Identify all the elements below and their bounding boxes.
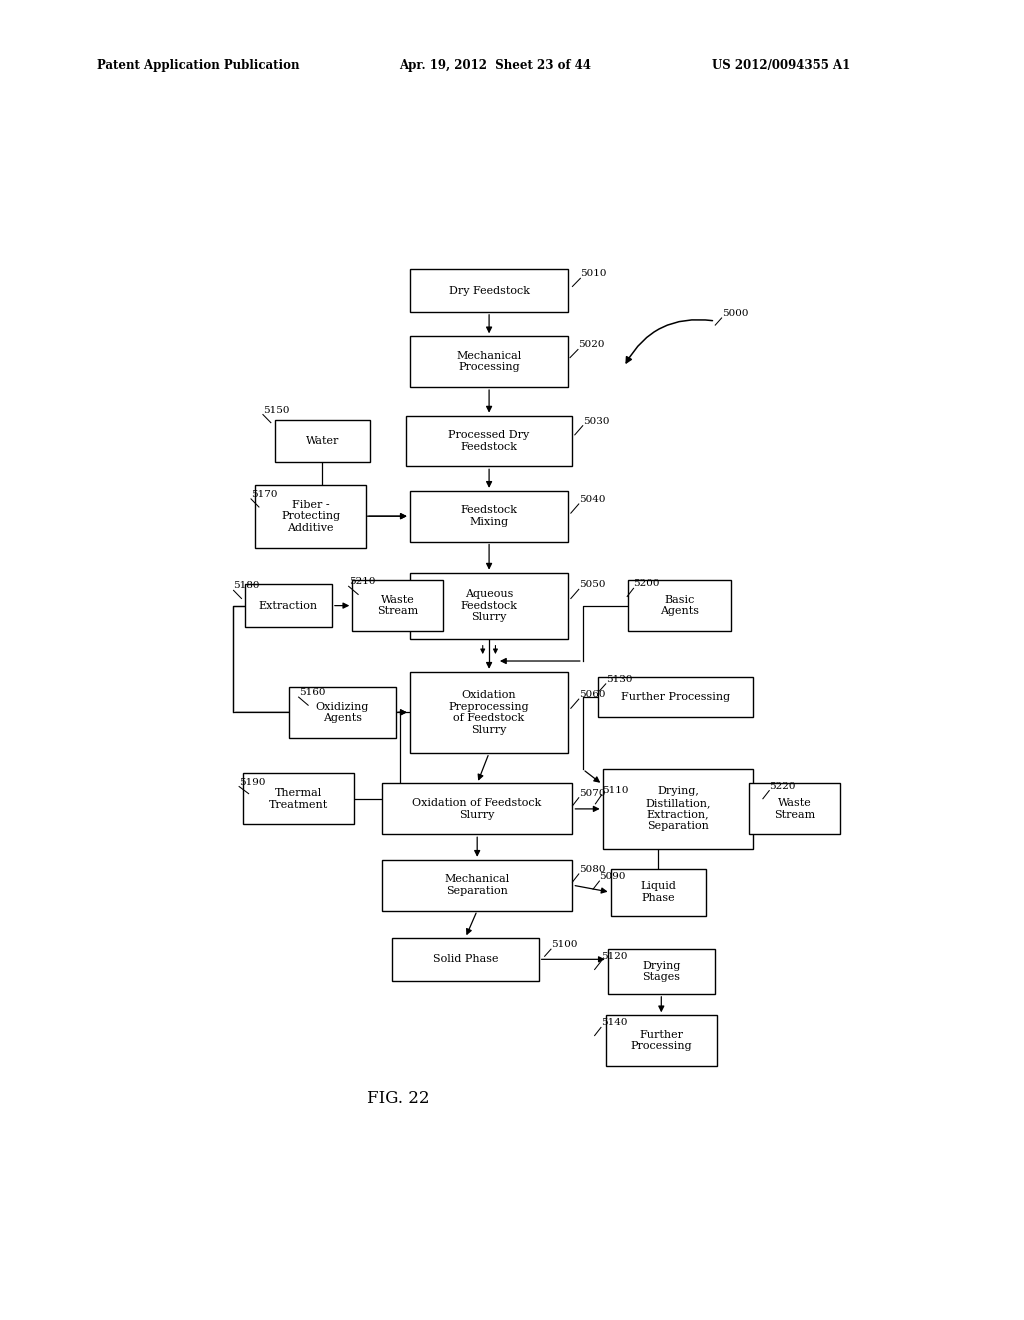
Text: 5190: 5190 bbox=[240, 777, 265, 787]
Text: 5170: 5170 bbox=[251, 490, 278, 499]
Text: Extraction: Extraction bbox=[259, 601, 317, 611]
FancyBboxPatch shape bbox=[243, 774, 354, 824]
FancyBboxPatch shape bbox=[406, 416, 572, 466]
Text: Oxidation
Preprocessing
of Feedstock
Slurry: Oxidation Preprocessing of Feedstock Slu… bbox=[449, 690, 529, 735]
Text: 5120: 5120 bbox=[601, 952, 628, 961]
FancyBboxPatch shape bbox=[410, 573, 568, 639]
FancyBboxPatch shape bbox=[382, 859, 572, 911]
FancyBboxPatch shape bbox=[602, 770, 754, 849]
Text: 5050: 5050 bbox=[579, 581, 605, 589]
Text: 5210: 5210 bbox=[348, 577, 375, 586]
Text: 5130: 5130 bbox=[606, 675, 632, 684]
Text: Liquid
Phase: Liquid Phase bbox=[640, 882, 676, 903]
Text: Mechanical
Separation: Mechanical Separation bbox=[444, 874, 510, 896]
Text: 5110: 5110 bbox=[602, 785, 629, 795]
Text: 5000: 5000 bbox=[722, 309, 749, 318]
FancyBboxPatch shape bbox=[255, 484, 367, 548]
Text: 5040: 5040 bbox=[579, 495, 605, 504]
Text: 5160: 5160 bbox=[299, 688, 326, 697]
Text: 5080: 5080 bbox=[579, 865, 605, 874]
FancyBboxPatch shape bbox=[410, 491, 568, 541]
Text: Drying
Stages: Drying Stages bbox=[642, 961, 681, 982]
Text: 5090: 5090 bbox=[599, 873, 626, 880]
Text: FIG. 22: FIG. 22 bbox=[367, 1090, 429, 1107]
Text: Feedstock
Mixing: Feedstock Mixing bbox=[461, 506, 517, 527]
FancyBboxPatch shape bbox=[245, 585, 332, 627]
Text: 5060: 5060 bbox=[579, 690, 605, 700]
Text: Patent Application Publication: Patent Application Publication bbox=[97, 59, 300, 73]
FancyBboxPatch shape bbox=[607, 949, 715, 994]
Text: Aqueous
Feedstock
Slurry: Aqueous Feedstock Slurry bbox=[461, 589, 517, 622]
Text: 5200: 5200 bbox=[634, 579, 660, 589]
Text: Water: Water bbox=[306, 436, 339, 446]
Text: Processed Dry
Feedstock: Processed Dry Feedstock bbox=[449, 430, 529, 451]
FancyBboxPatch shape bbox=[382, 784, 572, 834]
Text: Oxidizing
Agents: Oxidizing Agents bbox=[315, 701, 369, 723]
FancyBboxPatch shape bbox=[598, 677, 753, 718]
Text: Further
Processing: Further Processing bbox=[631, 1030, 692, 1052]
Text: 5070: 5070 bbox=[579, 789, 605, 797]
FancyBboxPatch shape bbox=[392, 939, 539, 981]
FancyBboxPatch shape bbox=[289, 686, 396, 738]
Text: 5100: 5100 bbox=[551, 940, 578, 949]
Text: Further Processing: Further Processing bbox=[621, 692, 730, 702]
Text: Apr. 19, 2012  Sheet 23 of 44: Apr. 19, 2012 Sheet 23 of 44 bbox=[399, 59, 592, 73]
Text: Waste
Stream: Waste Stream bbox=[377, 595, 419, 616]
Text: 5030: 5030 bbox=[583, 417, 609, 426]
FancyBboxPatch shape bbox=[352, 581, 443, 631]
Text: Thermal
Treatment: Thermal Treatment bbox=[269, 788, 329, 809]
FancyBboxPatch shape bbox=[749, 784, 841, 834]
Text: 5010: 5010 bbox=[581, 269, 607, 279]
Text: Solid Phase: Solid Phase bbox=[432, 954, 498, 965]
FancyBboxPatch shape bbox=[628, 581, 731, 631]
FancyBboxPatch shape bbox=[410, 337, 568, 387]
Text: 5220: 5220 bbox=[769, 781, 796, 791]
Text: Dry Feedstock: Dry Feedstock bbox=[449, 285, 529, 296]
Text: Drying,
Distillation,
Extraction,
Separation: Drying, Distillation, Extraction, Separa… bbox=[645, 787, 711, 832]
Text: Mechanical
Processing: Mechanical Processing bbox=[457, 351, 521, 372]
Text: US 2012/0094355 A1: US 2012/0094355 A1 bbox=[712, 59, 850, 73]
Text: 5140: 5140 bbox=[601, 1019, 628, 1027]
Text: 5180: 5180 bbox=[233, 581, 260, 590]
FancyBboxPatch shape bbox=[274, 420, 370, 462]
Text: Oxidation of Feedstock
Slurry: Oxidation of Feedstock Slurry bbox=[413, 799, 542, 820]
FancyBboxPatch shape bbox=[606, 1015, 717, 1067]
FancyBboxPatch shape bbox=[610, 869, 706, 916]
FancyBboxPatch shape bbox=[410, 269, 568, 312]
Text: 5150: 5150 bbox=[263, 405, 290, 414]
Text: Basic
Agents: Basic Agents bbox=[660, 595, 699, 616]
Text: Fiber -
Protecting
Additive: Fiber - Protecting Additive bbox=[281, 499, 340, 533]
FancyBboxPatch shape bbox=[410, 672, 568, 752]
Text: 5020: 5020 bbox=[578, 341, 604, 350]
Text: Waste
Stream: Waste Stream bbox=[774, 799, 815, 820]
